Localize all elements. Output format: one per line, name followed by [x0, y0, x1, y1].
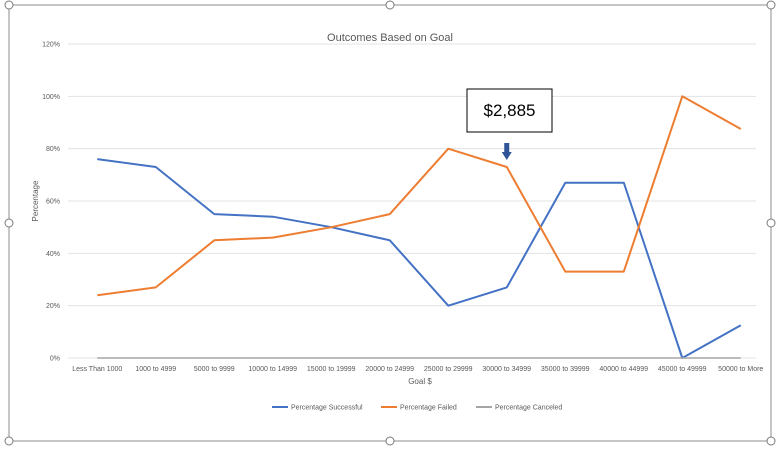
x-tick-labels: Less Than 1000 1000 to 4999 5000 to 9999 10… — [72, 366, 763, 373]
legend-label: Percentage Successful — [291, 405, 363, 412]
x-tick-label: 15000 to 19999 — [307, 366, 356, 373]
x-tick-label: 25000 to 29999 — [424, 366, 473, 373]
callout[interactable]: $2,885 — [466, 88, 553, 160]
resize-handle[interactable] — [4, 0, 14, 10]
x-tick-label: 50000 to More — [718, 366, 763, 373]
y-tick-label: 100% — [42, 94, 60, 101]
resize-handle[interactable] — [766, 0, 776, 10]
chart-title[interactable]: Outcomes Based on Goal — [327, 32, 453, 44]
x-tick-label: 30000 to 34999 — [482, 366, 531, 373]
x-tick-label: 10000 to 14999 — [248, 366, 297, 373]
y-tick-label: 0% — [50, 356, 60, 363]
y-tick-label: 20% — [46, 303, 60, 310]
resize-handle[interactable] — [385, 436, 395, 446]
resize-handle[interactable] — [766, 218, 776, 228]
y-tick-label: 40% — [46, 251, 60, 258]
x-axis-title: Goal $ — [408, 377, 432, 386]
x-tick-label: 45000 to 49999 — [658, 366, 707, 373]
x-tick-label: 1000 to 4999 — [135, 366, 176, 373]
callout-label: $2,885 — [484, 101, 536, 120]
chart-border[interactable] — [8, 4, 772, 442]
resize-handle[interactable] — [4, 436, 14, 446]
x-tick-label: Less Than 1000 — [72, 366, 122, 373]
x-tick-label: 40000 to 44999 — [599, 366, 648, 373]
resize-handle[interactable] — [4, 218, 14, 228]
y-tick-label: 60% — [46, 199, 60, 206]
legend-label: Percentage Canceled — [495, 405, 562, 412]
y-tick-labels: 0% 20% 40% 60% 80% 100% 120% — [42, 42, 60, 363]
arrow-down-icon — [501, 143, 512, 160]
y-tick-label: 80% — [46, 146, 60, 153]
x-tick-label: 5000 to 9999 — [194, 366, 235, 373]
legend[interactable]: Percentage Successful Percentage Failed Pe… — [272, 405, 562, 412]
selection-handles[interactable] — [4, 0, 776, 446]
legend-label: Percentage Failed — [400, 405, 457, 412]
y-tick-label: 120% — [42, 42, 60, 49]
series-line-2[interactable] — [97, 95, 742, 297]
resize-handle[interactable] — [385, 0, 395, 10]
series-lines — [97, 95, 742, 359]
x-tick-label: 20000 to 24999 — [365, 366, 414, 373]
series-line-1[interactable] — [97, 158, 742, 359]
x-tick-label: 35000 to 39999 — [541, 366, 590, 373]
y-axis-title: Percentage — [31, 180, 40, 221]
callout-box — [466, 88, 553, 133]
resize-handle[interactable] — [766, 436, 776, 446]
